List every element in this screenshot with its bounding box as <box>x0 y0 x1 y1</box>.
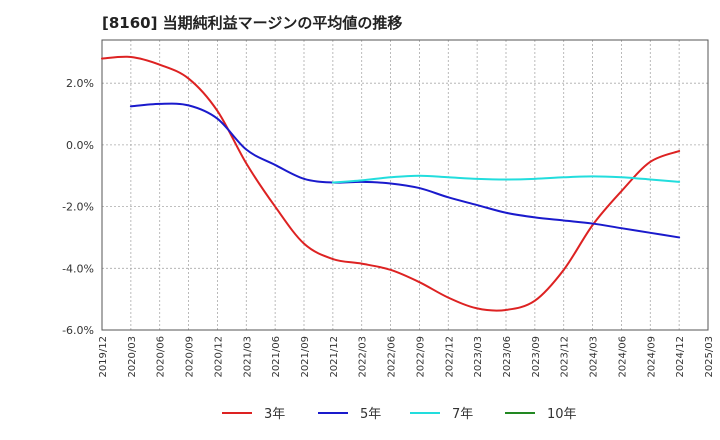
series-line-2 <box>331 174 681 184</box>
x-tick-label: 2021/12 <box>329 336 340 378</box>
y-tick-label: 2.0% <box>66 77 94 90</box>
x-tick-label: 2021/06 <box>271 336 282 378</box>
x-tick-label: 2020/06 <box>156 336 167 378</box>
series-line-1 <box>129 102 681 239</box>
y-tick-label: -6.0% <box>62 324 94 337</box>
x-tick-label: 2023/06 <box>502 336 513 378</box>
y-axis-ticks: 2.0% 0.0% -2.0% -4.0% -6.0% <box>62 77 94 337</box>
x-tick-label: 2020/12 <box>213 336 224 378</box>
plot-frame <box>101 39 709 331</box>
legend-label: 10年 <box>547 407 577 422</box>
legend: 3年 5年 7年 10年 <box>222 407 577 422</box>
x-tick-label: 2020/09 <box>185 336 196 378</box>
legend-label: 7年 <box>452 407 473 422</box>
series-lines <box>101 55 681 312</box>
x-tick-label: 2020/03 <box>127 336 138 378</box>
x-tick-label: 2022/12 <box>444 336 455 378</box>
x-tick-label: 2023/12 <box>560 336 571 378</box>
y-tick-label: -2.0% <box>62 201 94 214</box>
x-tick-label: 2024/06 <box>617 336 628 378</box>
x-tick-label: 2019/12 <box>98 336 109 378</box>
x-tick-label: 2024/03 <box>589 336 600 378</box>
x-tick-label: 2025/03 <box>704 336 715 378</box>
legend-label: 3年 <box>264 407 285 422</box>
x-tick-label: 2024/09 <box>646 336 657 378</box>
x-tick-label: 2023/09 <box>531 336 542 378</box>
x-tick-label: 2021/09 <box>300 336 311 378</box>
x-tick-label: 2022/03 <box>358 336 369 378</box>
x-tick-label: 2024/12 <box>675 336 686 378</box>
chart-title: [8160] 当期純利益マージンの平均値の推移 <box>102 14 403 32</box>
x-tick-label: 2022/06 <box>387 336 398 378</box>
y-tick-label: -4.0% <box>62 262 94 275</box>
x-tick-label: 2021/03 <box>242 336 253 378</box>
legend-label: 5年 <box>360 407 381 422</box>
y-tick-label: 0.0% <box>66 139 94 152</box>
x-axis-ticks: 2019/12 2020/03 2020/06 2020/09 2020/12 2021/… <box>98 336 715 378</box>
x-tick-label: 2022/09 <box>415 336 426 378</box>
series-line-0 <box>101 55 681 312</box>
x-tick-label: 2023/03 <box>473 336 484 378</box>
